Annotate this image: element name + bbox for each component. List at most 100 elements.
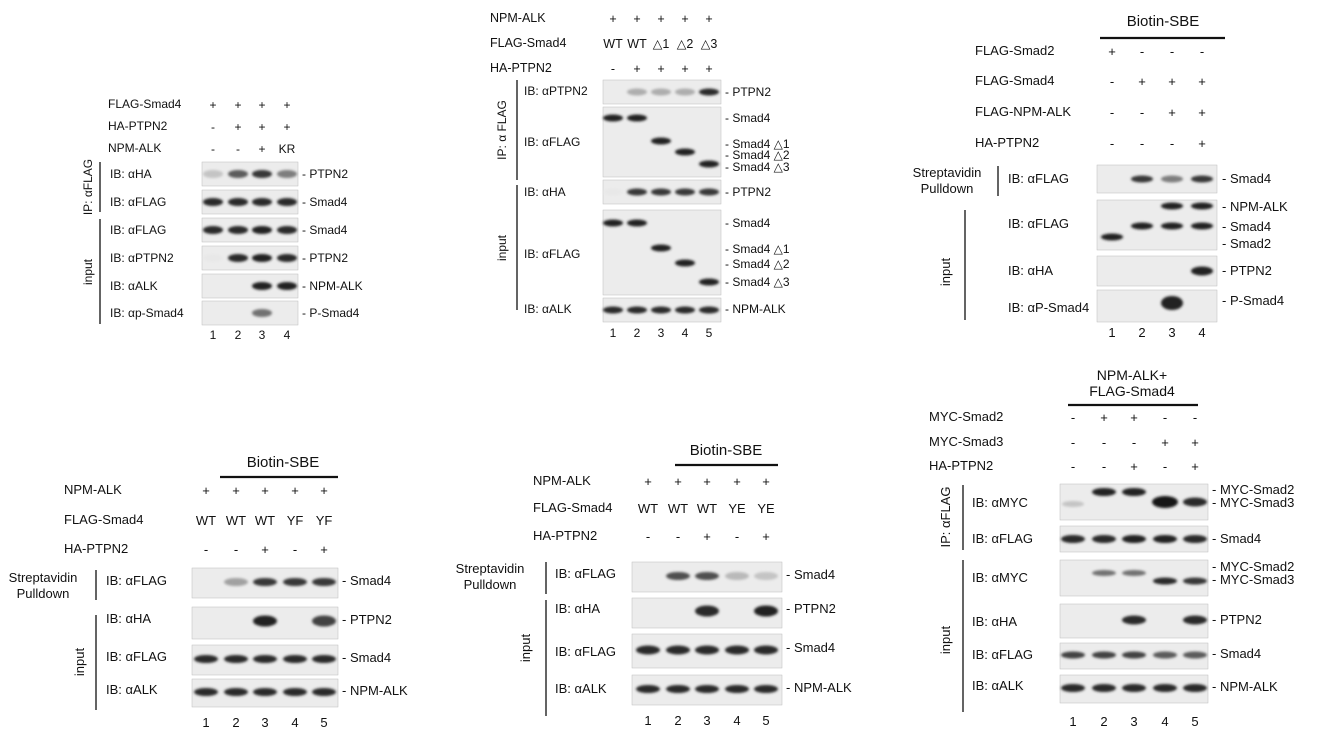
condition-mark: + — [633, 62, 640, 76]
condition-label: HA-PTPN2 — [533, 528, 597, 543]
ib-label: IB: αFLAG — [110, 223, 166, 237]
band — [1061, 651, 1085, 659]
condition-mark: - — [1170, 136, 1174, 151]
band — [1092, 684, 1116, 692]
ib-label: IB: αHA — [524, 185, 566, 199]
band — [603, 188, 623, 196]
condition-mark: + — [1198, 74, 1206, 89]
condition-mark: + — [657, 62, 664, 76]
condition-mark: WT — [627, 37, 647, 51]
band-label: - Smad4 △3 — [725, 275, 790, 289]
ib-label: IB: αFLAG — [972, 647, 1033, 662]
band — [1061, 684, 1085, 692]
band — [627, 219, 647, 227]
group-label: Streptavidin — [456, 561, 525, 576]
band — [312, 688, 336, 696]
condition-mark: - — [1132, 435, 1136, 450]
condition-mark: + — [1130, 410, 1138, 425]
ib-label: IB: αFLAG — [1008, 216, 1069, 231]
band — [253, 655, 277, 663]
band — [312, 655, 336, 663]
condition-mark: + — [633, 12, 640, 26]
band — [1131, 222, 1153, 230]
condition-mark: + — [1168, 74, 1176, 89]
band — [603, 114, 623, 122]
band — [228, 254, 248, 262]
condition-mark: WT — [697, 501, 717, 516]
band — [1161, 175, 1183, 183]
lane-number: 1 — [210, 328, 217, 342]
band — [312, 578, 336, 586]
condition-mark: - — [676, 529, 680, 544]
band — [224, 688, 248, 696]
condition-mark: + — [762, 474, 770, 489]
condition-label: HA-PTPN2 — [975, 135, 1039, 150]
band-label: - Smad4 △3 — [725, 160, 790, 174]
condition-label: FLAG-Smad4 — [490, 36, 566, 50]
blot-frame — [1096, 164, 1218, 194]
band — [252, 282, 272, 290]
ib-label: IB: αALK — [110, 279, 158, 293]
condition-mark: - — [1102, 459, 1106, 474]
lane-number: 3 — [1168, 325, 1175, 340]
band — [699, 160, 719, 168]
band — [1153, 651, 1177, 659]
lane-number: 3 — [261, 715, 268, 730]
condition-mark: + — [703, 529, 711, 544]
lane-number: 1 — [1108, 325, 1115, 340]
band — [699, 306, 719, 314]
band — [277, 282, 297, 290]
band — [277, 254, 297, 262]
condition-mark: - — [1140, 44, 1144, 59]
condition-mark: - — [611, 62, 615, 76]
condition-label: NPM-ALK — [108, 141, 161, 155]
condition-mark: - — [236, 142, 240, 156]
condition-mark: + — [320, 542, 328, 557]
condition-mark: + — [1191, 459, 1199, 474]
band-label: - Smad4 — [342, 573, 391, 588]
band-label: - PTPN2 — [302, 167, 348, 181]
condition-mark: + — [1198, 136, 1206, 151]
ib-label: IB: αFLAG — [555, 644, 616, 659]
condition-label: MYC-Smad2 — [929, 409, 1003, 424]
condition-label: NPM-ALK — [533, 473, 591, 488]
condition-mark: - — [204, 542, 208, 557]
condition-label: MYC-Smad3 — [929, 434, 1003, 449]
band-label: - P-Smad4 — [1222, 293, 1284, 308]
band-label: - Smad4 — [786, 567, 835, 582]
band — [666, 685, 690, 693]
condition-mark: + — [258, 142, 265, 156]
band-label: - Smad4 △1 — [725, 242, 790, 256]
condition-mark: - — [211, 142, 215, 156]
header-label: Biotin-SBE — [1127, 13, 1200, 30]
band — [1191, 266, 1213, 276]
band — [666, 572, 690, 580]
band-label: - PTPN2 — [725, 185, 771, 199]
condition-label: FLAG-Smad4 — [64, 512, 143, 527]
header-label: Biotin-SBE — [247, 454, 320, 471]
group-label: input — [938, 258, 953, 287]
condition-mark: - — [1102, 435, 1106, 450]
ib-label: IB: αPTPN2 — [110, 251, 174, 265]
band-label: - Smad4 — [342, 650, 391, 665]
group-label: input — [518, 634, 533, 663]
band — [312, 615, 336, 627]
condition-mark: + — [705, 62, 712, 76]
condition-mark: YE — [757, 501, 775, 516]
condition-mark: - — [1163, 410, 1167, 425]
condition-mark: + — [291, 483, 299, 498]
condition-mark: - — [1140, 105, 1144, 120]
band-label: - PTPN2 — [786, 601, 836, 616]
band — [1183, 535, 1207, 543]
condition-mark: - — [1110, 105, 1114, 120]
band-label: - Smad4 — [1222, 219, 1271, 234]
band — [675, 88, 695, 96]
band — [228, 170, 248, 178]
band — [627, 88, 647, 96]
band — [675, 306, 695, 314]
band — [194, 655, 218, 663]
condition-mark: + — [733, 474, 741, 489]
lane-number: 4 — [291, 715, 298, 730]
band — [283, 655, 307, 663]
